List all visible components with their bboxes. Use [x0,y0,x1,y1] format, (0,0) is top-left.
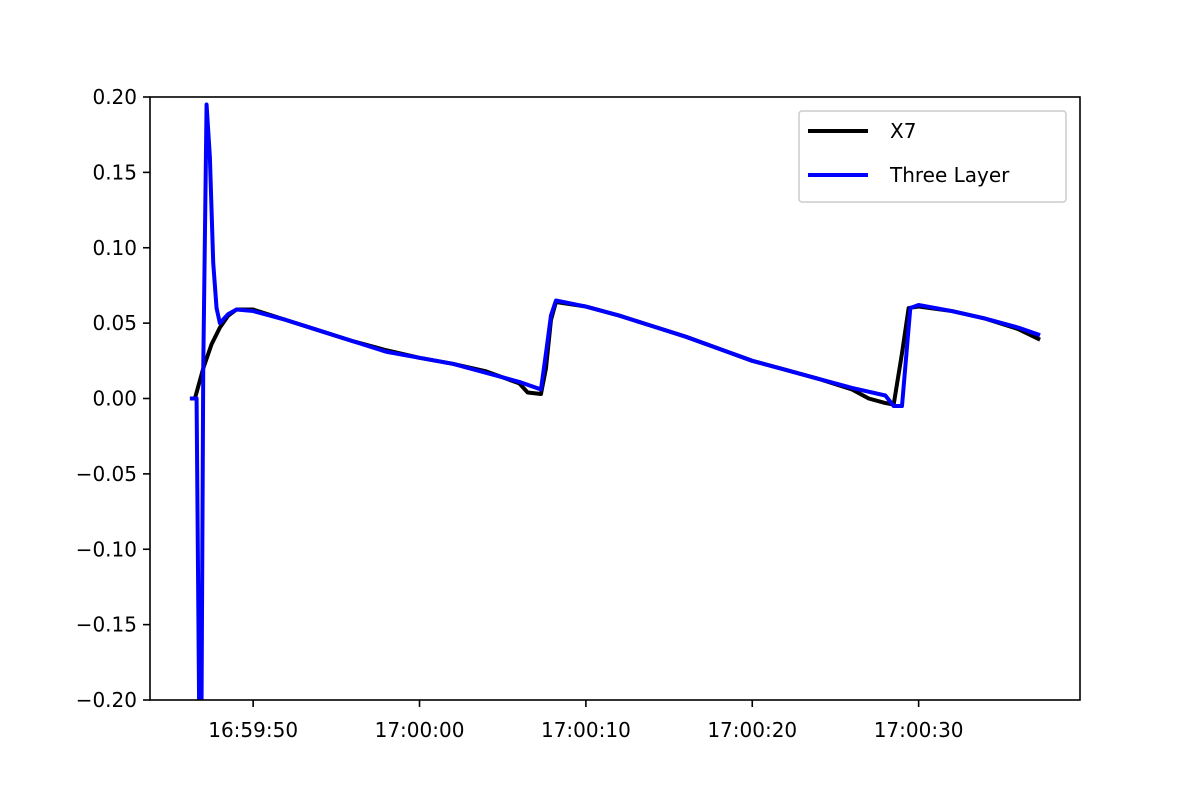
y-tick-label: 0.15 [92,160,137,184]
series-layer [189,102,1041,700]
y-tick-label: 0.00 [92,387,137,411]
y-tick-label: −0.15 [76,613,137,637]
x-tick-label: 17:00:20 [707,718,797,742]
x-tick-label: 17:00:00 [375,718,465,742]
legend-box [798,110,1067,203]
legend-label: Three Layer [889,163,1010,187]
y-tick-label: 0.20 [92,85,137,109]
y-axis: 0.20 0.15 0.10 0.05 0.00 −0.05 −0.10 −0.15 −0.20 [76,85,150,712]
x-tick-label: 17:00:30 [874,718,964,742]
y-tick-label: −0.20 [76,688,137,712]
x-tick-label: 17:00:10 [541,718,631,742]
series-line-three-layer [189,102,1041,700]
y-tick-label: −0.05 [76,462,137,486]
legend: X7 Three Layer [798,110,1067,203]
x-tick-label: 16:59:50 [208,718,298,742]
y-tick-label: 0.10 [92,236,137,260]
x-axis: 16:59:50 17:00:00 17:00:10 17:00:20 17:00:30 [208,700,964,742]
y-tick-label: 0.05 [92,311,137,335]
legend-label: X7 [890,119,916,143]
y-tick-label: −0.10 [76,537,137,561]
plot-area-clip-group [189,102,1041,700]
